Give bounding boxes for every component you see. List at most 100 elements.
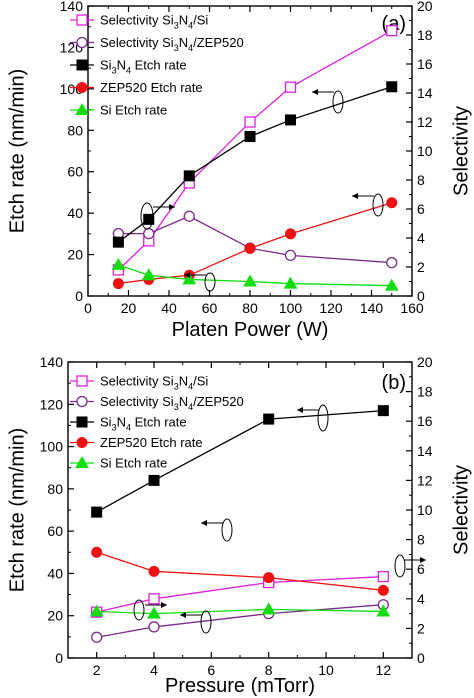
data-point bbox=[384, 278, 399, 291]
y-tick-label: 0 bbox=[75, 288, 83, 304]
data-point bbox=[143, 227, 155, 240]
series-selectivity-si3n4-zep520 bbox=[112, 210, 398, 269]
legend-text-part: /Si bbox=[193, 374, 208, 389]
legend-label: Selectivity Si3N4/Si bbox=[100, 13, 208, 31]
legend-text-part: Etch rate bbox=[131, 415, 187, 430]
series-si-etch-rate bbox=[111, 257, 399, 291]
data-point bbox=[386, 81, 398, 93]
y-tick-label: 20 bbox=[47, 608, 63, 624]
legend-subscript: 3 bbox=[174, 402, 179, 412]
y-tick-label: 40 bbox=[47, 565, 63, 581]
data-point bbox=[148, 621, 160, 633]
legend-text-part: Selectivity Si bbox=[100, 35, 174, 50]
x-tick-label: 6 bbox=[207, 662, 215, 678]
data-point bbox=[263, 572, 275, 584]
data-point bbox=[183, 210, 195, 222]
y-tick-label: 80 bbox=[67, 122, 83, 138]
y2-axis-label: Selectivity bbox=[450, 106, 472, 196]
pointer-arrowhead bbox=[297, 407, 303, 413]
y2-tick-label: 20 bbox=[417, 354, 433, 370]
y2-tick-label: 4 bbox=[417, 591, 425, 607]
data-point bbox=[377, 405, 389, 417]
legend-swatch-marker bbox=[76, 82, 88, 93]
axis-pointer-sel-zep-a bbox=[140, 202, 175, 230]
y2-tick-label: 12 bbox=[417, 114, 433, 130]
y-tick-label: 60 bbox=[47, 523, 63, 539]
data-point bbox=[148, 593, 160, 605]
data-point bbox=[386, 256, 398, 269]
y2-tick-label: 20 bbox=[417, 0, 433, 14]
legend-label: Selectivity Si3N4/Si bbox=[100, 374, 208, 392]
pointer-arrowhead bbox=[169, 204, 175, 210]
legend-text-part: Selectivity Si bbox=[100, 374, 174, 389]
legend-text-part: /ZEP520 bbox=[193, 35, 244, 50]
x-tick-label: 140 bbox=[360, 300, 384, 316]
y2-tick-label: 18 bbox=[417, 27, 433, 43]
series-zep520-etch-rate bbox=[91, 546, 389, 596]
legend-entry-zep520-etch-rate: ZEP520 Etch rate bbox=[70, 435, 203, 450]
legend-label: Selectivity Si3N4/ZEP520 bbox=[100, 35, 244, 53]
x-tick-label: 80 bbox=[242, 300, 258, 316]
legend-text-part: Si bbox=[100, 415, 112, 430]
legend-subscript: 4 bbox=[126, 66, 131, 76]
pointer-arrowhead bbox=[420, 557, 426, 563]
legend-label: Si3N4 Etch rate bbox=[100, 415, 187, 433]
axis-pointer-sel-zep-b bbox=[133, 599, 167, 621]
pointer-arrowhead bbox=[201, 520, 207, 526]
series-line bbox=[96, 409, 384, 513]
y-tick-label: 80 bbox=[47, 481, 63, 497]
series-line bbox=[96, 604, 384, 638]
legend-entry-si3n4-etch-rate: Si3N4 Etch rate bbox=[70, 58, 187, 76]
legend-swatch-marker bbox=[76, 375, 88, 387]
legend-subscript: 3 bbox=[112, 66, 117, 76]
legend-subscript: 4 bbox=[188, 21, 193, 31]
data-point bbox=[148, 474, 160, 486]
legend-text-part: Si Etch rate bbox=[100, 456, 167, 471]
pointer-ellipse bbox=[133, 599, 145, 621]
series-si3n4-etch-rate bbox=[112, 81, 398, 248]
legend-text-part: N bbox=[179, 374, 188, 389]
x-tick-label: 4 bbox=[150, 662, 158, 678]
pointer-arrowhead bbox=[184, 272, 190, 278]
legend-text-part: Si Etch rate bbox=[100, 103, 167, 118]
legend-text-part: N bbox=[179, 394, 188, 409]
legend-entry-si3n4-etch-rate: Si3N4 Etch rate bbox=[70, 415, 187, 433]
y2-tick-label: 0 bbox=[417, 288, 425, 304]
legend-subscript: 3 bbox=[174, 382, 179, 392]
legend-swatch-marker bbox=[76, 416, 88, 428]
data-point bbox=[243, 274, 257, 287]
y2-tick-label: 2 bbox=[417, 620, 425, 636]
legend-entry-selectivity-si3n4-zep520: Selectivity Si3N4/ZEP520 bbox=[70, 394, 244, 412]
legend-label: Si Etch rate bbox=[100, 456, 167, 471]
y2-tick-label: 4 bbox=[417, 230, 425, 246]
pointer-ellipse bbox=[140, 202, 154, 230]
data-point bbox=[386, 24, 398, 37]
y2-tick-label: 8 bbox=[417, 172, 425, 188]
pointer-ellipse bbox=[200, 610, 212, 634]
data-point bbox=[91, 631, 103, 643]
panel-label: (b) bbox=[382, 372, 406, 394]
x-axis-label: Pressure (mTorr) bbox=[165, 675, 315, 697]
data-point bbox=[143, 213, 155, 225]
axis-pointer-si3n4-b bbox=[297, 404, 329, 432]
legend-text-part: /ZEP520 bbox=[193, 394, 244, 409]
axis-pointer-sel-si-b bbox=[394, 554, 426, 578]
legend-subscript: 4 bbox=[126, 423, 131, 433]
y-tick-label: 20 bbox=[67, 247, 83, 263]
data-point bbox=[91, 506, 103, 518]
y-tick-label: 120 bbox=[40, 396, 64, 412]
axis-pointer-si-b bbox=[180, 610, 212, 634]
data-point bbox=[148, 565, 160, 577]
y2-tick-label: 6 bbox=[417, 561, 425, 577]
data-point bbox=[284, 81, 297, 93]
legend-label: Si Etch rate bbox=[100, 103, 167, 118]
legend-text-part: Selectivity Si bbox=[100, 394, 174, 409]
y2-tick-label: 8 bbox=[417, 532, 425, 548]
legend-text-part: N bbox=[179, 35, 188, 50]
y2-tick-label: 16 bbox=[417, 56, 433, 72]
series-si-etch-rate bbox=[89, 602, 391, 619]
legend-text-part: ZEP520 Etch rate bbox=[100, 80, 203, 95]
chart-panel-a: 0 20 40 60 80 100 120 140 1600204060801001201400… bbox=[6, 0, 472, 341]
legend-entry-selectivity-si3n4-si: Selectivity Si3N4/Si bbox=[70, 374, 208, 392]
